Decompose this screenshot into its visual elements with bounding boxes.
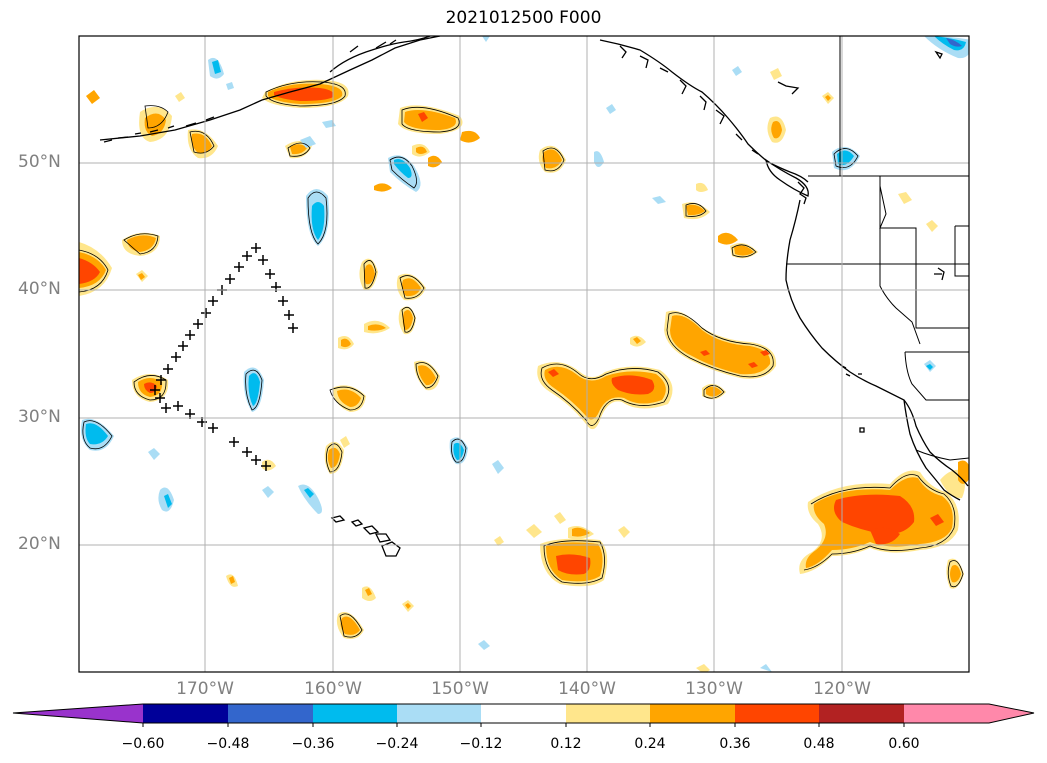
colorbar-segment <box>313 704 397 723</box>
track-marker <box>261 461 271 471</box>
track-marker <box>251 243 261 253</box>
lon-label-150w: 150°W <box>431 679 489 699</box>
colorbar-extend-max <box>989 704 1034 723</box>
colorbar-tick-label: 0.48 <box>803 736 835 752</box>
track-marker <box>156 375 166 385</box>
colorbar-segment <box>397 704 481 723</box>
colorbar-segment <box>650 704 735 723</box>
lon-label-130w: 130°W <box>685 679 743 699</box>
track-marker <box>265 269 275 279</box>
colorbar <box>12 703 1035 727</box>
track-marker <box>161 403 171 413</box>
lon-label-160w: 160°W <box>304 679 362 699</box>
colorbar-segment <box>904 704 989 723</box>
lat-label-30n: 30°N <box>18 407 61 427</box>
track-marker <box>284 310 294 320</box>
lat-label-50n: 50°N <box>18 152 61 172</box>
colorbar-tick-label: 0.12 <box>550 736 582 752</box>
track-marker <box>234 262 244 272</box>
track-marker <box>251 455 261 465</box>
track-marker <box>193 319 203 329</box>
track-marker <box>155 393 165 403</box>
track-marker <box>208 423 218 433</box>
colorbar-tick-label: 0.24 <box>634 736 666 752</box>
track-marker <box>242 447 252 457</box>
colorbar-segment <box>143 704 228 723</box>
track-marker <box>201 308 211 318</box>
lon-label-170w: 170°W <box>176 679 234 699</box>
map-title: 2021012500 F000 <box>445 8 602 28</box>
colorbar-segment <box>481 704 566 723</box>
track-marker <box>171 352 181 362</box>
lat-label-20n: 20°N <box>18 534 61 554</box>
political-borders <box>786 36 969 461</box>
track-marker <box>229 437 239 447</box>
colorbar-segment <box>228 704 313 723</box>
track-marker <box>242 251 252 261</box>
track-markers <box>150 243 298 471</box>
track-marker <box>258 255 268 265</box>
track-marker <box>150 385 160 395</box>
lon-label-120w: 120°W <box>813 679 871 699</box>
track-marker <box>185 409 195 419</box>
colorbar-tick-label: −0.12 <box>459 736 503 752</box>
colorbar-segment <box>566 704 650 723</box>
negative-anomaly-fields <box>81 36 969 672</box>
colorbar-tick-label: −0.48 <box>206 736 250 752</box>
track-marker <box>225 274 235 284</box>
anomaly-contour-lines <box>79 81 964 638</box>
map-frame <box>78 35 970 673</box>
track-marker <box>288 323 298 333</box>
track-marker <box>163 364 173 374</box>
colorbar-tick-label: −0.36 <box>291 736 335 752</box>
lon-label-140w: 140°W <box>558 679 616 699</box>
track-marker <box>173 401 183 411</box>
track-marker <box>178 341 188 351</box>
colorbar-segment <box>735 704 819 723</box>
colorbar-tick-label: 0.60 <box>888 736 920 752</box>
track-marker <box>278 296 288 306</box>
colorbar-tick-label: −0.60 <box>121 736 165 752</box>
coastlines <box>99 36 969 557</box>
track-marker <box>208 296 218 306</box>
colorbar-tick-label: −0.24 <box>375 736 419 752</box>
colorbar-tick-label: 0.36 <box>719 736 751 752</box>
gridlines <box>79 36 969 672</box>
colorbar-segment <box>819 704 904 723</box>
colorbar-extend-min <box>13 704 143 723</box>
lat-label-40n: 40°N <box>18 279 61 299</box>
track-marker <box>185 330 195 340</box>
